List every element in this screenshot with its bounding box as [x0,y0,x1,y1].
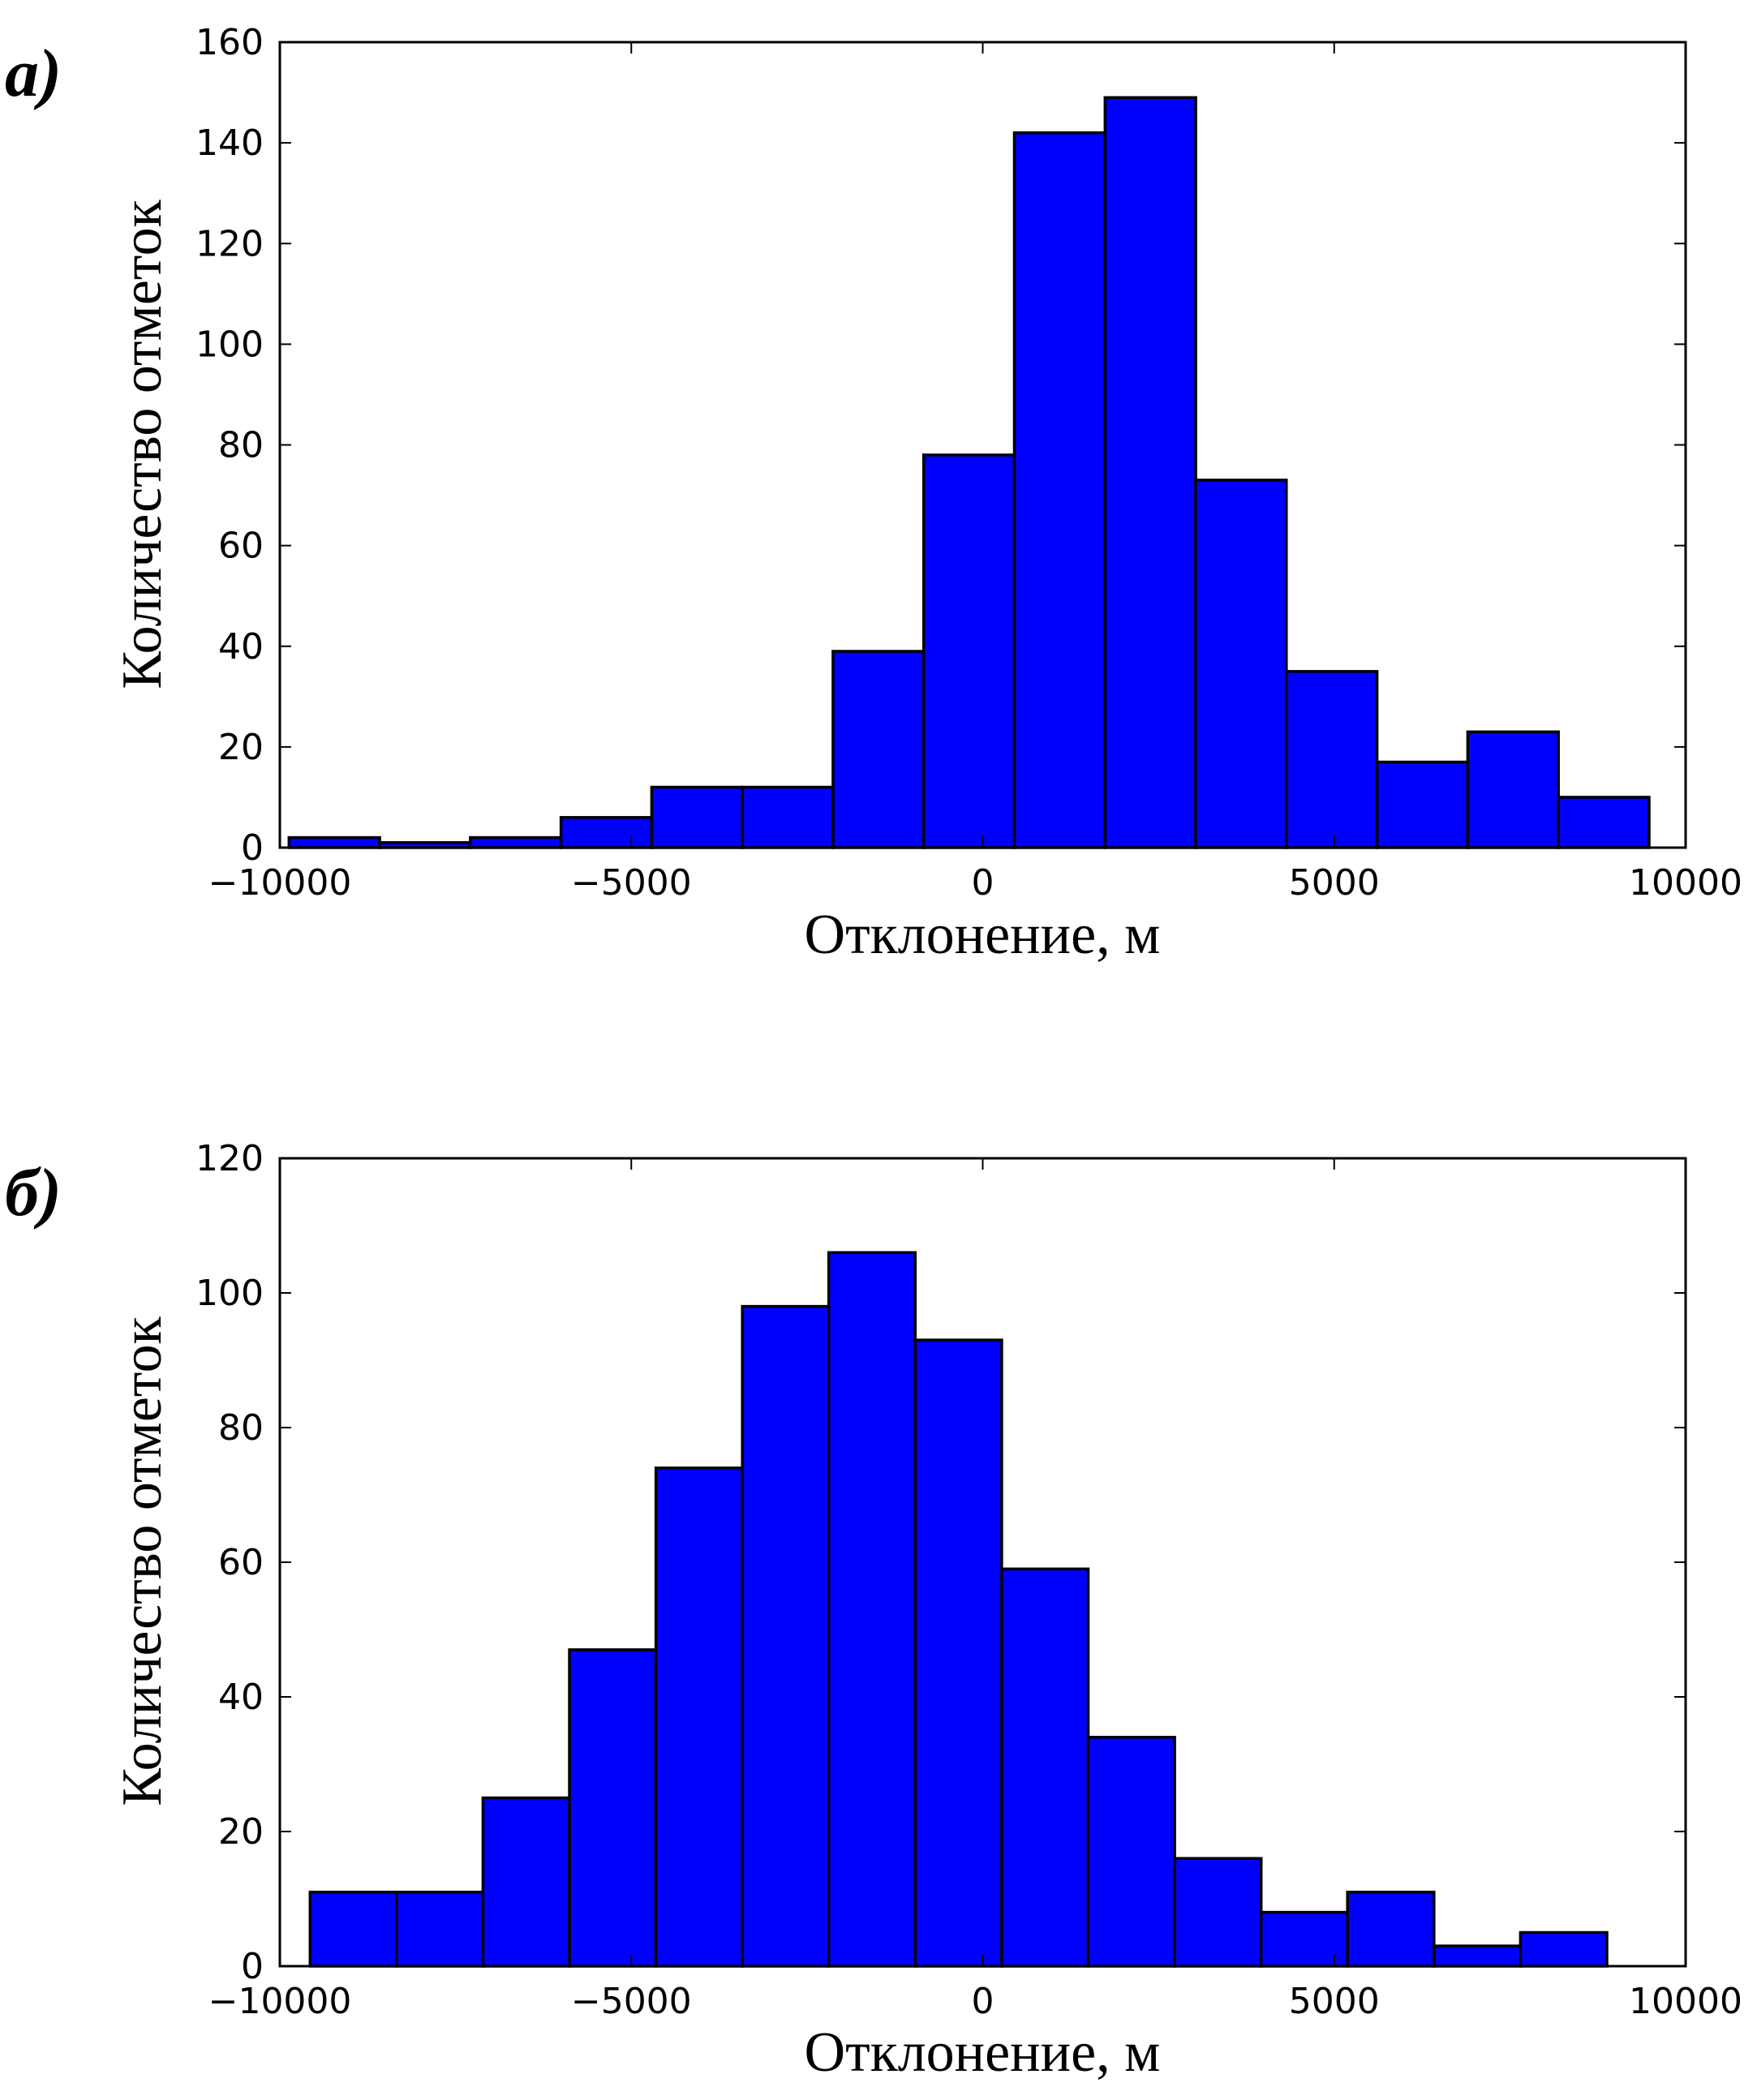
panel-a-y-tick-label-5: 100 [195,324,264,365]
panel-a-bar-0 [287,835,381,849]
panel-b-bar-4 [654,1467,744,1968]
panel-a-y-tick-label-3: 60 [218,526,264,567]
panel-b-bar-3 [568,1648,658,1968]
panel-b-y-tick-label-0: 0 [241,1946,264,1987]
panel-b-ticks [279,1157,1686,1967]
panel-b-bar-12 [1346,1890,1436,1968]
panel-a-y-tick-label-2: 40 [218,626,264,668]
panel-a-bar-14 [1557,796,1651,849]
panel-b-bars [308,1251,1609,1968]
panel-a-x-tick-label-3: 5000 [1289,862,1380,904]
panel-a: а) −10000 −5000 0 5000 10000 0 20 40 60 80 100 120 1… [5,22,1742,966]
panel-a-bar-3 [559,816,654,849]
panel-b-y-tick-label-2: 40 [218,1677,264,1718]
panel-a-tick-labels: −10000 −5000 0 5000 10000 0 20 40 60 80 100 120 140 1… [195,22,1742,904]
panel-a-x-tick-label-2: 0 [972,862,994,904]
panel-a-bar-12 [1375,760,1470,849]
panel-b: б) −10000 −5000 0 5000 10000020406080100120 … [5,1138,1742,2084]
panel-b-y-tick-label-3: 60 [218,1542,264,1583]
panel-b-bar-9 [1086,1736,1176,1968]
panel-a-bars [287,96,1651,849]
panel-b-bar-1 [395,1890,485,1968]
panel-b-y-axis-label: Количество отметок [111,1316,174,1806]
panel-b-x-tick-label-2: 0 [972,1981,994,2022]
panel-b-x-tick-label-3: 5000 [1289,1981,1380,2022]
panel-b-bar-0 [308,1890,398,1968]
panel-a-y-tick-label-4: 80 [218,425,264,466]
panel-a-bar-10 [1194,479,1288,849]
panel-a-bar-8 [1012,131,1107,849]
panel-b-y-tick-label-4: 80 [218,1407,264,1449]
panel-a-bar-4 [650,785,744,849]
panel-b-bar-6 [827,1251,917,1968]
panel-a-y-tick-label-0: 0 [241,827,264,869]
panel-a-x-tick-label-4: 10000 [1629,862,1742,904]
panel-a-bar-11 [1285,670,1379,849]
panel-a-bar-9 [1103,96,1197,849]
panel-a-bar-6 [831,650,926,849]
panel-b-bar-5 [741,1304,831,1968]
panel-b-bar-2 [481,1796,571,1968]
panel-a-y-tick-label-7: 140 [195,122,264,164]
panel-b-x-tick-label-1: −5000 [571,1981,692,2022]
panel-a-y-tick-label-8: 160 [195,22,264,63]
panel-b-bar-13 [1433,1944,1523,1968]
panel-a-x-axis-label: Отклонение, м [805,904,1161,966]
panel-b-bar-10 [1173,1857,1263,1968]
panel-a-bar-13 [1466,730,1560,849]
panel-a-y-tick-label-1: 20 [218,727,264,768]
panel-b-bar-8 [1000,1567,1090,1968]
panel-b-y-tick-label-5: 100 [195,1273,264,1314]
panel-b-x-tick-label-4: 10000 [1629,1981,1742,2022]
panel-b-label: б) [5,1155,62,1230]
panel-a-bar-7 [921,453,1016,849]
panel-a-label: а) [5,36,62,111]
panel-b-y-tick-label-1: 20 [218,1811,264,1853]
panel-a-bar-2 [469,835,563,849]
panel-a-y-tick-label-6: 120 [195,223,264,264]
panel-a-y-axis-label: Количество отметок [111,199,174,689]
panel-b-y-tick-label-6: 120 [195,1138,264,1179]
panel-a-x-tick-label-0: −10000 [208,862,352,904]
panel-a-ticks [279,41,1686,848]
panel-b-x-axis-label: Отклонение, м [805,2021,1161,2084]
panel-a-bar-5 [741,785,835,849]
panel-b-bar-7 [913,1338,1003,1968]
panel-a-x-tick-label-1: −5000 [571,862,692,904]
panel-b-x-tick-label-0: −10000 [208,1981,352,2022]
panel-b-tick-labels: −10000 −5000 0 5000 10000 0 20 40 60 80 100 120 [195,1138,1742,2022]
panel-b-bar-14 [1519,1930,1609,1968]
